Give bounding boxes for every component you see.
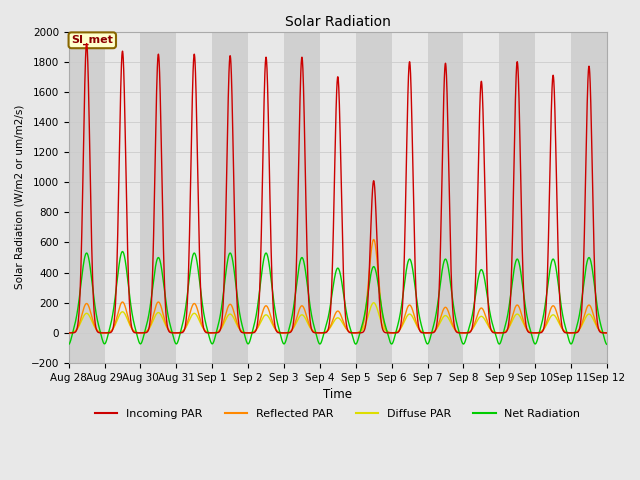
Bar xyxy=(571,32,607,363)
Bar xyxy=(284,32,320,363)
Bar xyxy=(392,32,428,363)
Bar xyxy=(140,32,176,363)
Legend: Incoming PAR, Reflected PAR, Diffuse PAR, Net Radiation: Incoming PAR, Reflected PAR, Diffuse PAR… xyxy=(91,405,585,424)
Bar xyxy=(212,32,248,363)
Bar xyxy=(248,32,284,363)
Bar xyxy=(176,32,212,363)
Bar xyxy=(320,32,356,363)
Bar xyxy=(68,32,104,363)
Bar xyxy=(535,32,571,363)
Bar xyxy=(428,32,463,363)
Y-axis label: Solar Radiation (W/m2 or um/m2/s): Solar Radiation (W/m2 or um/m2/s) xyxy=(15,105,25,289)
Bar xyxy=(463,32,499,363)
Bar xyxy=(356,32,392,363)
Title: Solar Radiation: Solar Radiation xyxy=(285,15,391,29)
X-axis label: Time: Time xyxy=(323,388,352,401)
Bar xyxy=(499,32,535,363)
Text: SI_met: SI_met xyxy=(71,35,113,46)
Bar xyxy=(104,32,140,363)
